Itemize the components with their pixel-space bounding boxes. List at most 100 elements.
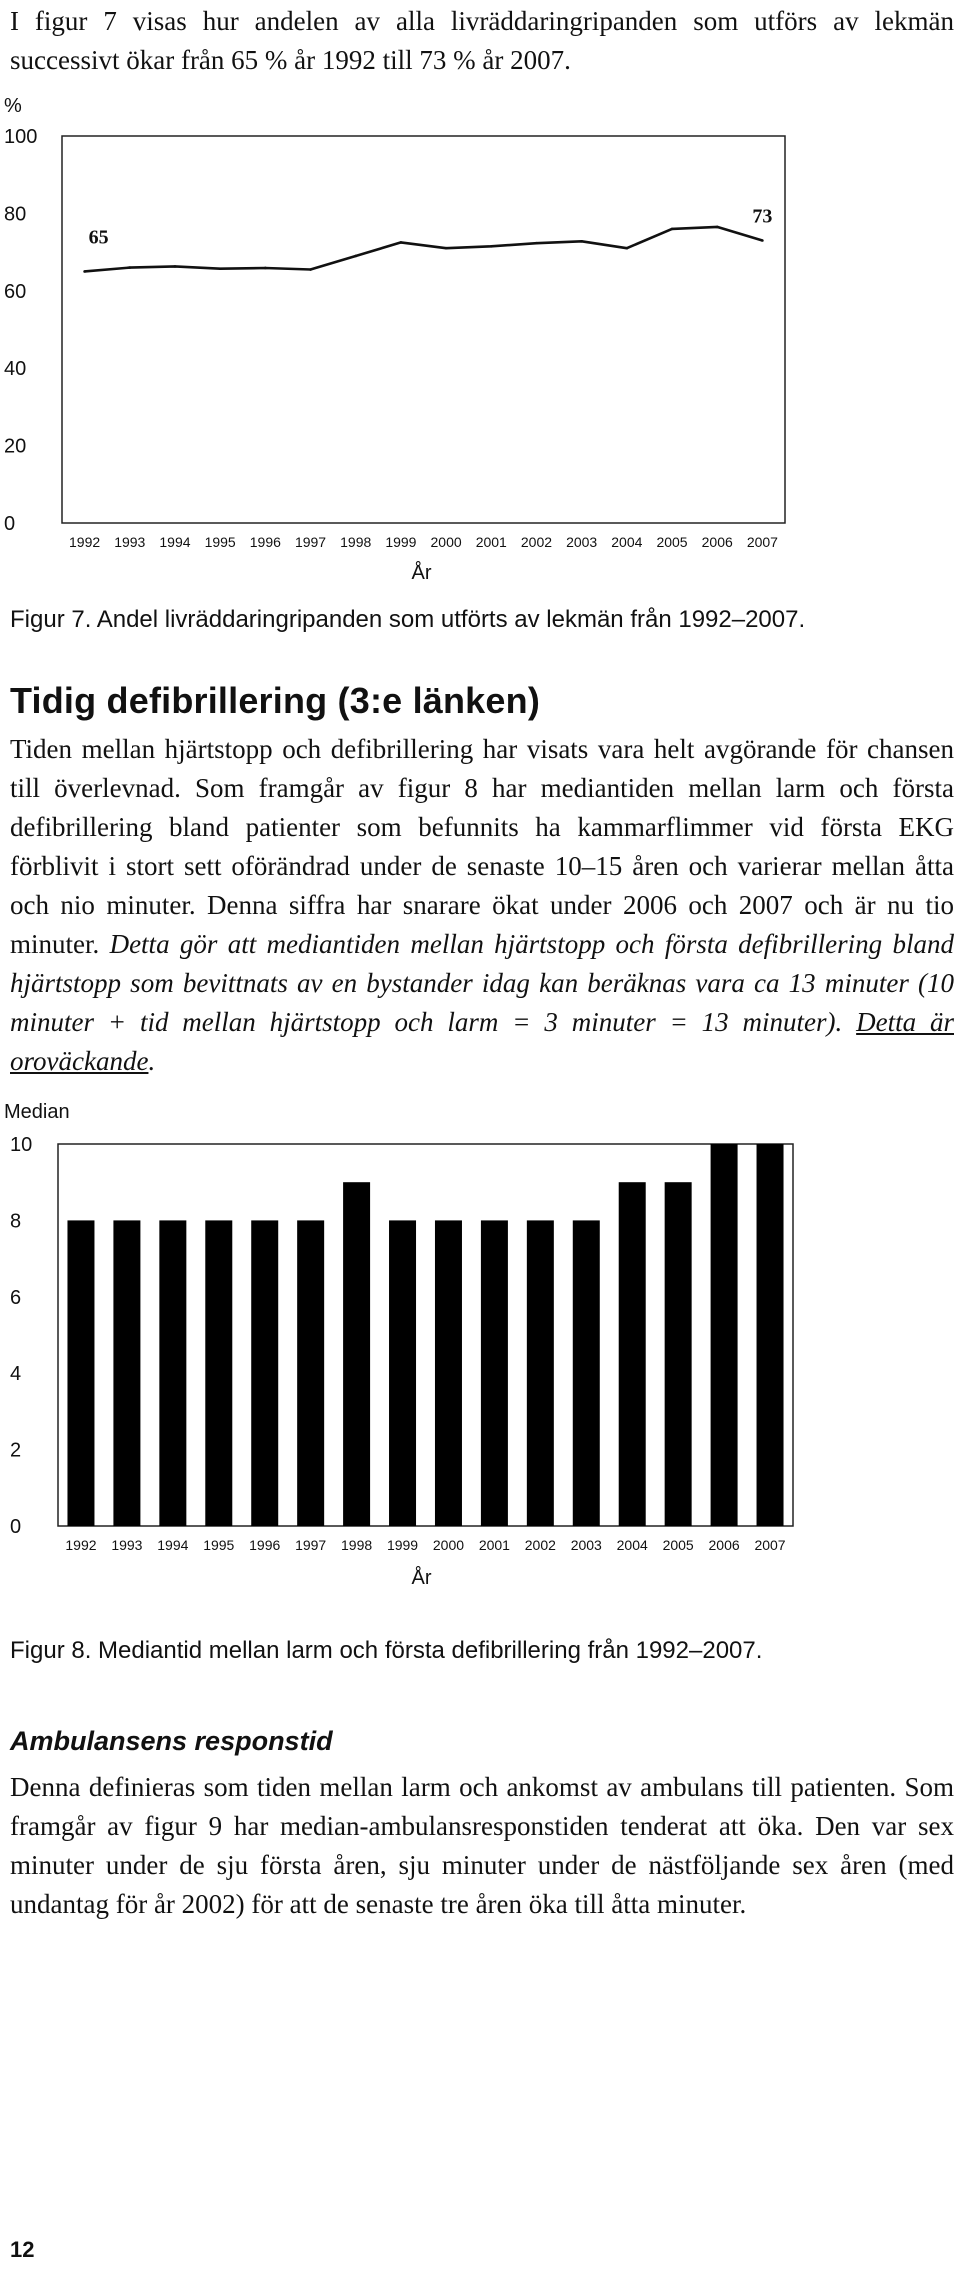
x-tick-label: 1992 — [65, 1537, 96, 1553]
y-tick-label: 0 — [4, 513, 15, 535]
data-point — [218, 267, 222, 271]
plot-frame — [57, 1143, 794, 1527]
data-point — [580, 239, 583, 243]
x-tick-label: 2004 — [611, 534, 642, 550]
bar — [572, 1220, 600, 1526]
data-point — [670, 227, 674, 231]
y-axis-label: % — [4, 95, 22, 117]
y-tick-label: 100 — [4, 126, 37, 148]
section-heading-ambulance: Ambulansens responstid — [10, 1726, 333, 1756]
bar — [389, 1220, 417, 1526]
x-axis-label: År — [412, 1566, 432, 1589]
x-tick-label: 1998 — [340, 534, 371, 550]
y-tick-label: 0 — [10, 1516, 21, 1538]
x-tick-label: 1992 — [69, 534, 100, 550]
x-tick-label: 2001 — [479, 1537, 510, 1553]
x-tick-label: 2003 — [571, 1537, 602, 1553]
x-tick-label: 2005 — [656, 534, 687, 550]
figure-7-line-chart: % 0 20 40 60 80 100 1992 1993 1994 1995 1996 1997 199… — [4, 95, 786, 584]
y-tick-label: 4 — [10, 1363, 21, 1385]
bar — [434, 1220, 462, 1526]
x-tick-label: 1996 — [250, 534, 281, 550]
y-tick-label: 40 — [4, 358, 26, 380]
figure-8-bar-chart: Median 0 2 4 6 8 10 1992 1993 1994 1995 1996 1997 199… — [4, 1101, 794, 1589]
series-line — [84, 225, 763, 273]
x-tick-label: 1994 — [157, 1537, 188, 1553]
bar — [618, 1182, 646, 1526]
x-tick-label: 2007 — [747, 534, 778, 550]
data-point — [489, 244, 493, 248]
x-tick-label: 1994 — [159, 534, 190, 550]
x-tick-label: 2000 — [431, 534, 462, 550]
data-point — [535, 241, 538, 245]
y-tick-label: 2 — [10, 1440, 21, 1462]
section-ambulance-body: Denna definieras som tiden mellan larm o… — [10, 1768, 954, 1924]
x-tick-label: 1999 — [385, 534, 416, 550]
x-tick-label: 2006 — [702, 534, 733, 550]
y-tick-label: 60 — [4, 281, 26, 303]
bar — [113, 1220, 141, 1526]
x-tick-label: 2005 — [663, 1537, 694, 1553]
data-label: 65 — [89, 226, 109, 248]
data-point — [354, 254, 358, 258]
x-tick-label: 2006 — [709, 1537, 740, 1553]
defibrillation-italic-text: Detta gör att mediantiden mellan hjärtst… — [10, 929, 954, 1037]
section-heading-defibrillation: Tidig defibrillering (3:e länken) — [10, 680, 541, 721]
figure-7-caption: Figur 7. Andel livräddaringripanden som … — [10, 606, 806, 633]
data-point — [83, 270, 86, 273]
bar — [480, 1220, 508, 1526]
y-tick-label: 10 — [10, 1134, 32, 1156]
bar — [710, 1144, 738, 1526]
data-point — [625, 246, 629, 250]
bar — [343, 1182, 371, 1526]
x-tick-label: 2007 — [754, 1537, 785, 1553]
data-point — [444, 246, 448, 250]
x-tick-label: 1993 — [114, 534, 145, 550]
bar — [251, 1220, 279, 1526]
x-tick-label: 2001 — [476, 534, 507, 550]
y-tick-label: 20 — [4, 436, 26, 458]
x-tick-label: 1997 — [295, 534, 326, 550]
data-point — [309, 268, 312, 271]
data-point — [715, 225, 719, 229]
x-tick-label: 1998 — [341, 1537, 372, 1553]
x-tick-label: 2000 — [433, 1537, 464, 1553]
defibrillation-period: . — [148, 1046, 156, 1076]
defibrillation-text: Tiden mellan hjärtstopp och defibrilleri… — [10, 734, 954, 959]
x-axis-label: År — [412, 561, 432, 584]
section-defibrillation-body: Tiden mellan hjärtstopp och defibrilleri… — [10, 730, 954, 1081]
data-point — [264, 266, 267, 270]
data-point — [761, 239, 764, 242]
defibrillation-underlined-text: Detta är oroväckande — [10, 1007, 954, 1076]
data-label: 73 — [752, 205, 772, 227]
bar — [664, 1182, 692, 1526]
x-tick-label: 1995 — [205, 534, 236, 550]
data-point — [128, 266, 132, 269]
x-tick-label: 1993 — [111, 1537, 142, 1553]
bar — [526, 1220, 554, 1526]
x-tick-label: 1997 — [295, 1537, 326, 1553]
x-tick-label: 1995 — [203, 1537, 234, 1553]
bar — [205, 1220, 233, 1526]
bar — [67, 1220, 95, 1526]
page-number: 12 — [10, 2237, 35, 2262]
x-tick-label: 2002 — [525, 1537, 556, 1553]
plot-frame — [61, 135, 786, 524]
data-point — [173, 265, 177, 268]
bar — [756, 1144, 784, 1526]
figure-8-caption: Figur 8. Mediantid mellan larm och först… — [10, 1637, 763, 1664]
ambulance-text: Denna definieras som tiden mellan larm o… — [10, 1772, 954, 1919]
intro-text: I figur 7 visas hur andelen av alla livr… — [10, 6, 954, 75]
data-point — [399, 241, 403, 244]
bar — [297, 1220, 325, 1526]
y-tick-label: 6 — [10, 1287, 21, 1309]
x-tick-label: 2003 — [566, 534, 597, 550]
x-tick-label: 2004 — [617, 1537, 648, 1553]
intro-paragraph: I figur 7 visas hur andelen av alla livr… — [10, 2, 954, 80]
y-tick-label: 80 — [4, 203, 26, 225]
y-axis-label: Median — [4, 1101, 70, 1123]
bar — [159, 1220, 187, 1526]
x-tick-label: 1996 — [249, 1537, 280, 1553]
y-tick-label: 8 — [10, 1210, 21, 1232]
x-tick-label: 1999 — [387, 1537, 418, 1553]
